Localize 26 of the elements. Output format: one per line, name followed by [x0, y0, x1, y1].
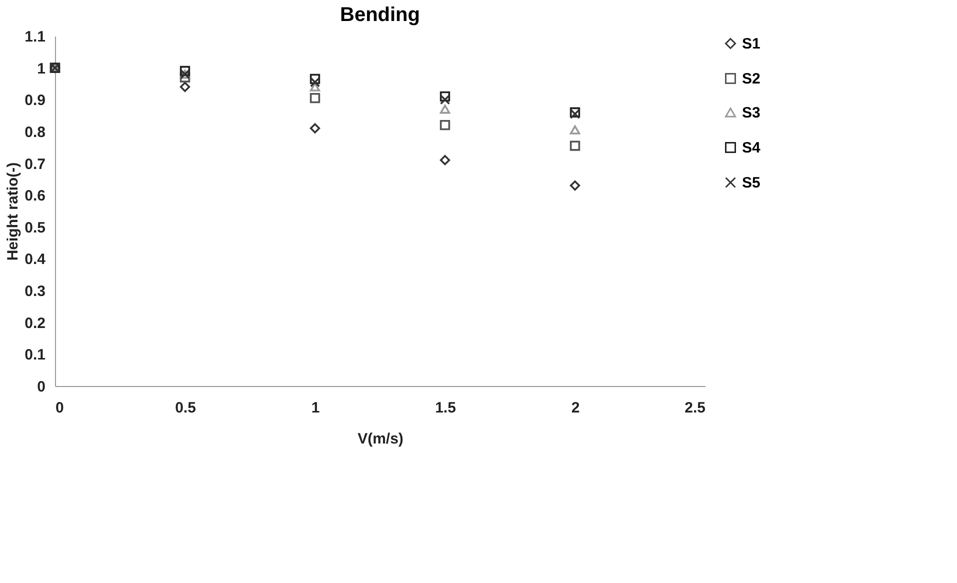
y-tick-label: 1.1 — [24, 28, 46, 46]
x-tick-label: 2.5 — [684, 400, 706, 416]
legend-label: S4 — [742, 140, 762, 156]
y-tick-label: 0.2 — [24, 314, 46, 332]
y-tick-label: 0.3 — [24, 283, 46, 300]
y-tick-label: 0.6 — [24, 188, 46, 205]
x-tick-label: 1 — [311, 400, 320, 416]
y-tick-label: 1 — [37, 60, 46, 78]
x-axis-title: V(m/s) — [358, 430, 404, 448]
y-tick-label: 0.4 — [24, 251, 46, 268]
y-tick-label: 0.5 — [24, 219, 46, 236]
legend-label: S2 — [742, 70, 760, 88]
legend-label: S3 — [742, 104, 760, 122]
x-tick-label: 1.5 — [435, 400, 456, 416]
y-tick-label: 0.1 — [24, 346, 46, 364]
y-axis-title: Height ratio(-) — [4, 162, 22, 261]
chart-title: Bending — [340, 4, 420, 26]
x-tick-label: 0 — [56, 400, 64, 416]
x-tick-label: 2 — [571, 400, 580, 416]
x-tick-label: 0.5 — [175, 400, 196, 416]
y-tick-label: 0.7 — [24, 156, 46, 173]
y-tick-label: 0 — [37, 378, 46, 396]
legend-label: S5 — [742, 174, 760, 192]
legend-label: S1 — [742, 36, 760, 52]
y-tick-label: 0.8 — [24, 124, 46, 141]
y-tick-label: 0.9 — [24, 92, 46, 110]
